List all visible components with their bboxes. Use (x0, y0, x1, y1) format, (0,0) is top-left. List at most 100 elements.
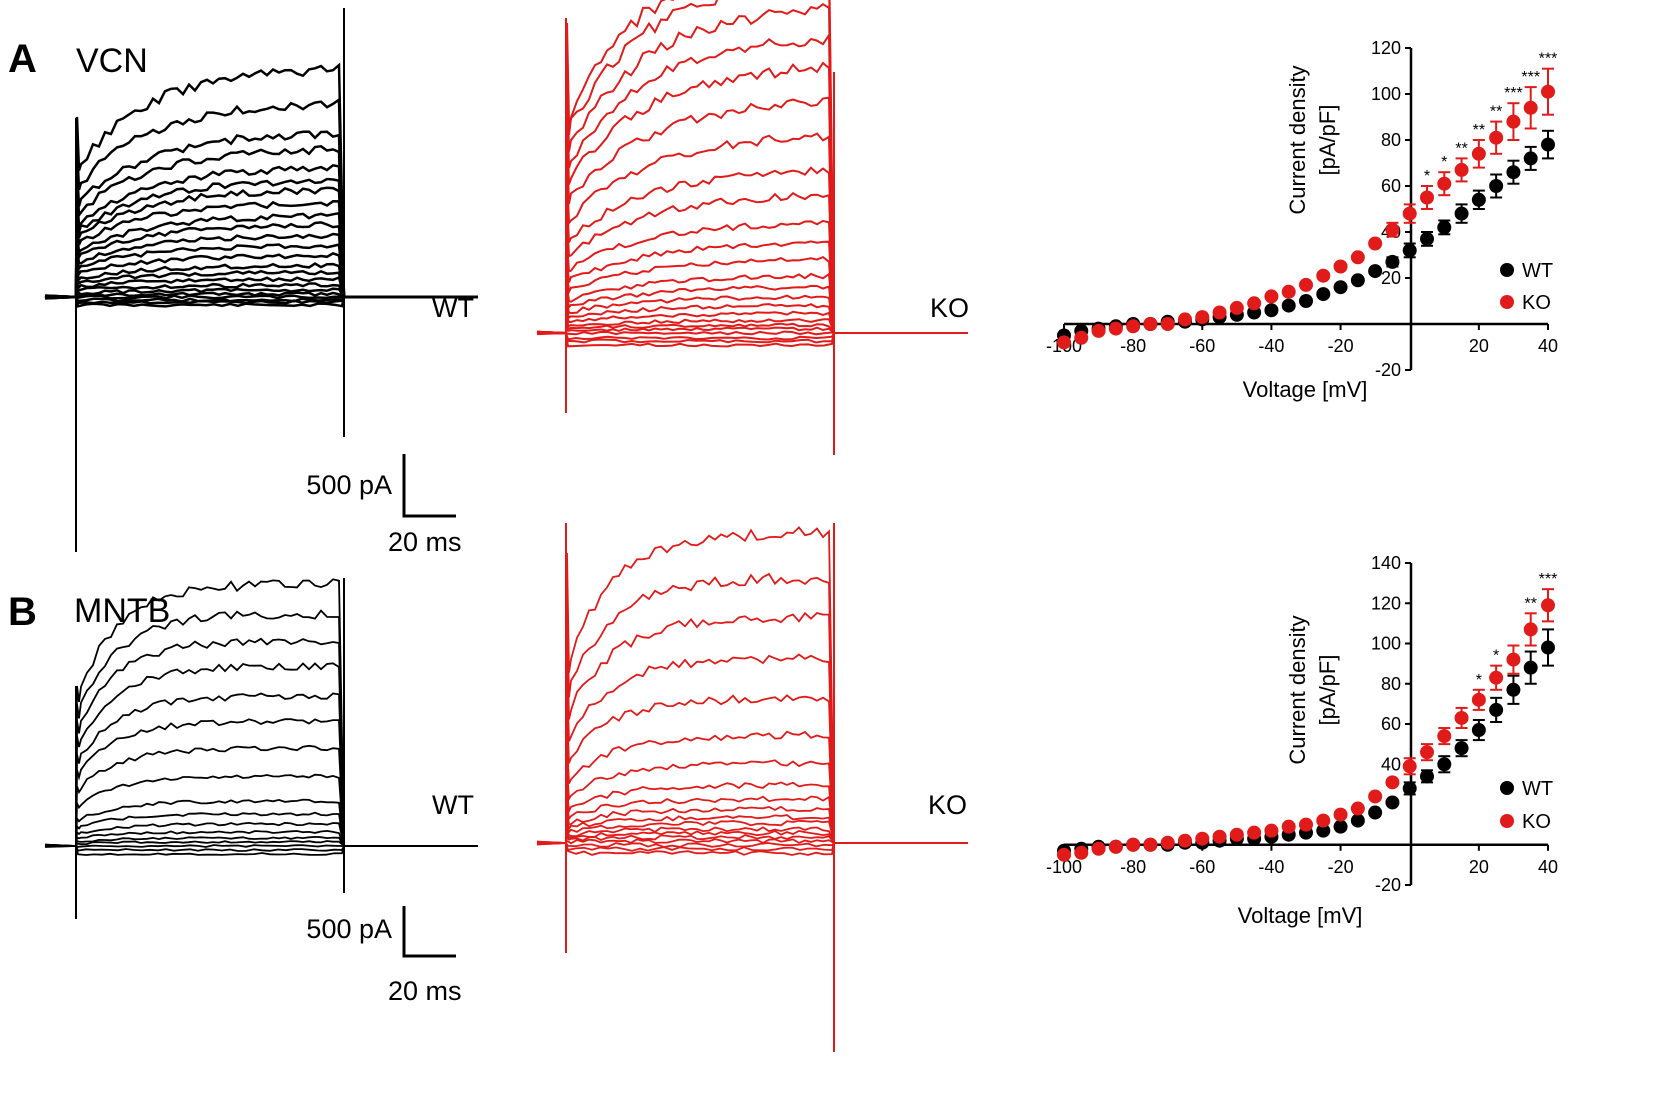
significance-marker: ** (1524, 595, 1536, 612)
data-point-ko (1420, 745, 1434, 760)
current-trace (44, 821, 478, 847)
current-trace (536, 819, 968, 844)
data-point-ko (1368, 789, 1383, 804)
current-trace (44, 578, 478, 847)
data-point-ko (1108, 321, 1123, 336)
y-tick-label: 80 (1381, 674, 1401, 694)
data-point-wt (1523, 151, 1538, 166)
data-point-ko (1541, 84, 1555, 99)
data-point-ko (1091, 323, 1106, 338)
current-trace (44, 295, 478, 308)
y-tick-label: 120 (1371, 38, 1401, 58)
panel-a-legend-ko-marker (1500, 295, 1514, 309)
current-trace (44, 811, 478, 847)
data-point-ko (1402, 206, 1417, 221)
current-trace (44, 243, 478, 299)
current-trace (44, 200, 478, 299)
current-trace (536, 330, 968, 336)
y-tick-label: 100 (1371, 84, 1401, 104)
data-point-wt (1316, 287, 1331, 302)
current-trace (536, 166, 968, 335)
significance-marker: ** (1455, 140, 1467, 157)
current-trace (44, 97, 478, 299)
panel-a-y-axis-label-line1: Current density (1285, 65, 1310, 214)
y-tick-label: 60 (1381, 714, 1401, 734)
current-trace (536, 805, 968, 844)
x-tick-label: -20 (1328, 336, 1354, 356)
panel-a-scale-bar: 500 pA 20 ms (306, 454, 462, 557)
data-point-ko (1471, 146, 1486, 161)
panel-a-ko-label: KO (930, 293, 969, 323)
data-point-ko (1126, 319, 1141, 334)
data-point-wt (1541, 640, 1555, 655)
current-trace (536, 326, 968, 335)
current-trace (44, 282, 478, 300)
panel-b-y-axis-label-line2: [pA/pF] (1315, 655, 1340, 726)
data-point-wt (1299, 294, 1313, 308)
current-trace (44, 637, 478, 847)
data-point-ko (1247, 296, 1262, 311)
data-point-ko (1350, 250, 1365, 265)
current-trace (536, 318, 968, 335)
panel-b-iv-chart: Voltage [mV] Current density [pA/pF] WT … (1046, 553, 1558, 928)
data-point-ko (1523, 100, 1538, 115)
panel-b-scale-bar: 500 pA 20 ms (306, 906, 462, 1006)
current-trace (536, 759, 968, 845)
current-trace (44, 840, 478, 847)
current-trace (44, 232, 478, 299)
y-tick-label: 40 (1381, 754, 1401, 774)
data-point-wt (1471, 723, 1486, 738)
data-point-wt (1541, 137, 1555, 152)
data-point-ko (1212, 829, 1227, 844)
panel-b-ko-label: KO (928, 790, 967, 820)
x-tick-label: 20 (1469, 857, 1489, 877)
data-point-ko (1160, 835, 1175, 850)
data-point-wt (1385, 795, 1400, 810)
data-point-wt (1506, 165, 1521, 180)
current-trace (44, 295, 478, 303)
current-trace (536, 219, 968, 335)
data-point-ko (1454, 710, 1469, 725)
current-trace (44, 294, 478, 300)
panel-a-letter: A (8, 37, 37, 81)
data-point-ko (1160, 317, 1175, 331)
current-trace (536, 838, 968, 845)
data-point-ko (1437, 176, 1452, 191)
panel-a-wt-traces (44, 8, 478, 552)
data-point-ko (1299, 277, 1313, 292)
data-point-wt (1420, 231, 1434, 246)
data-point-ko (1126, 837, 1141, 852)
significance-marker: *** (1521, 69, 1540, 86)
data-point-wt (1523, 660, 1538, 675)
panel-a-legend-wt-marker (1500, 263, 1514, 277)
data-point-ko (1299, 817, 1313, 832)
panel-a-y-axis-label-line2: [pA/pF] (1315, 105, 1340, 176)
x-tick-label: -40 (1258, 857, 1284, 877)
significance-marker: *** (1504, 85, 1523, 102)
panel-b-legend-ko-marker (1500, 814, 1514, 828)
current-trace (536, 795, 968, 845)
current-trace (44, 773, 478, 847)
data-point-wt (1402, 243, 1417, 258)
current-trace (44, 662, 478, 847)
data-point-ko (1074, 330, 1089, 345)
panel-a-scale-time: 20 ms (388, 527, 462, 557)
data-point-ko (1420, 190, 1434, 205)
current-trace (44, 845, 478, 852)
current-trace (44, 130, 478, 299)
current-trace (44, 798, 478, 847)
panel-a-scale-bar-lines (402, 454, 456, 518)
data-point-wt (1506, 682, 1521, 697)
data-point-wt (1454, 741, 1469, 756)
data-point-wt (1489, 179, 1504, 193)
data-point-wt (1368, 264, 1383, 279)
data-point-ko (1454, 162, 1469, 177)
panel-b-wt-label: WT (432, 790, 474, 820)
data-point-wt (1437, 220, 1452, 235)
panel-b-legend-wt-marker (1500, 781, 1514, 795)
current-trace (44, 845, 478, 856)
data-point-wt (1368, 805, 1383, 820)
data-point-wt (1489, 702, 1504, 717)
current-trace (44, 287, 478, 299)
